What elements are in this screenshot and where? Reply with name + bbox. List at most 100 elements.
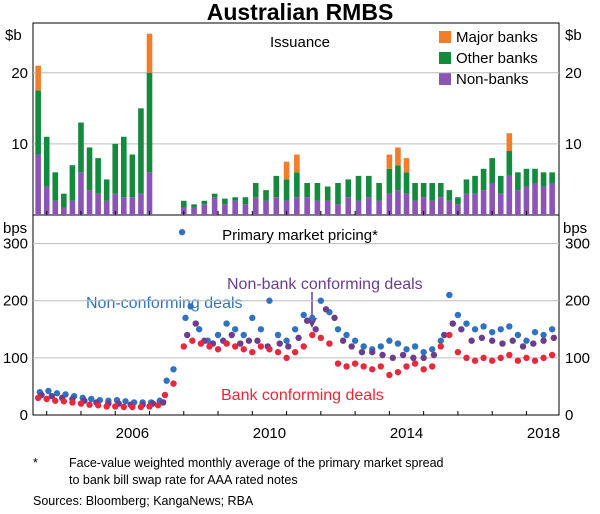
- bar-non-banks: [403, 193, 410, 215]
- bar-non-banks: [242, 204, 249, 215]
- bar-non-banks: [532, 183, 538, 215]
- bar-other-banks: [355, 175, 362, 201]
- point-bank-conforming: [240, 346, 247, 353]
- point-non-bank-conforming: [322, 306, 330, 313]
- point-non-bank-conforming: [160, 399, 167, 406]
- point-non-conforming: [240, 331, 247, 339]
- bar-non-banks: [294, 197, 300, 215]
- point-non-bank-conforming: [331, 314, 338, 322]
- bar-non-banks: [335, 204, 341, 215]
- bar-other-banks: [506, 151, 513, 176]
- bar-other-banks: [446, 190, 453, 201]
- issuance-panel-title: Issuance: [270, 34, 330, 51]
- bar-other-banks: [211, 193, 218, 198]
- point-bank-conforming: [463, 354, 470, 362]
- point-bank-conforming: [343, 363, 350, 370]
- bar-non-banks: [263, 200, 269, 215]
- point-non-conforming: [463, 320, 470, 327]
- point-non-conforming: [420, 348, 427, 356]
- point-bank-conforming: [197, 340, 205, 347]
- bar-major-banks: [283, 161, 290, 180]
- point-non-bank-conforming: [358, 348, 366, 356]
- issuance-y-ticks: 10 10 20 20: [11, 65, 581, 153]
- pricing-points: [34, 228, 558, 411]
- point-bank-conforming: [249, 348, 256, 356]
- bar-major-banks: [395, 147, 401, 166]
- bar-non-banks: [420, 197, 427, 215]
- pricing-y-tick-right: 300: [565, 236, 590, 253]
- point-bank-conforming: [206, 343, 213, 350]
- bar-major-banks: [403, 158, 410, 173]
- point-bank-conforming: [170, 380, 177, 387]
- point-bank-conforming: [540, 354, 547, 362]
- bar-non-banks: [355, 200, 362, 215]
- bar-non-banks: [304, 197, 310, 215]
- point-bank-conforming: [394, 368, 402, 376]
- bar-other-banks: [252, 183, 259, 198]
- point-non-bank-conforming: [530, 340, 537, 347]
- bar-other-banks: [191, 204, 197, 208]
- bar-other-banks: [95, 158, 101, 194]
- annotation-non-conforming: Non-conforming deals: [86, 295, 243, 312]
- issuance-y-tick-right: 20: [565, 65, 582, 82]
- point-non-bank-conforming: [245, 337, 253, 344]
- point-bank-conforming: [103, 403, 110, 410]
- point-non-bank-conforming: [254, 337, 261, 344]
- bar-non-banks: [78, 172, 84, 215]
- point-non-bank-conforming: [399, 351, 407, 359]
- bar-non-banks: [138, 193, 144, 215]
- point-non-bank-conforming: [420, 354, 427, 362]
- bar-other-banks: [304, 183, 310, 198]
- point-bank-conforming: [180, 343, 187, 350]
- bar-other-banks: [146, 72, 153, 173]
- point-non-conforming: [471, 326, 479, 333]
- pricing-y-tick-left: 100: [3, 350, 28, 367]
- point-bank-conforming: [34, 394, 42, 402]
- point-non-conforming: [257, 326, 265, 333]
- footnote-line-2: to bank bill swap rate for AAA rated not…: [69, 473, 298, 487]
- bar-other-banks: [180, 200, 187, 208]
- bar-non-banks: [35, 154, 41, 215]
- point-bank-conforming: [231, 343, 239, 350]
- point-bank-conforming: [334, 360, 342, 367]
- bar-non-banks: [222, 204, 228, 215]
- point-bank-conforming: [369, 366, 376, 373]
- bar-non-banks: [129, 197, 136, 215]
- pricing-y-unit-left: bps: [3, 220, 27, 237]
- bar-non-banks: [95, 193, 101, 215]
- bar-other-banks: [283, 179, 290, 201]
- point-bank-conforming: [189, 337, 196, 344]
- bar-other-banks: [386, 168, 393, 194]
- bar-other-banks: [78, 122, 84, 173]
- point-non-conforming: [523, 337, 530, 344]
- bar-non-banks: [121, 197, 127, 215]
- bar-other-banks: [232, 197, 238, 201]
- bar-non-banks: [429, 200, 436, 215]
- point-non-bank-conforming: [550, 334, 558, 342]
- bar-non-banks: [506, 175, 513, 215]
- pricing-gridlines: [33, 243, 559, 359]
- pricing-y-tick-right: 0: [565, 407, 573, 424]
- bar-other-banks: [376, 183, 382, 201]
- point-non-conforming: [386, 337, 393, 344]
- point-bank-conforming: [146, 403, 153, 410]
- point-non-conforming: [394, 340, 402, 347]
- x-axis-ticks: 2006 2010 2014 2018: [46, 211, 560, 442]
- point-bank-conforming: [283, 354, 290, 362]
- bar-other-banks: [222, 198, 228, 205]
- bar-other-banks: [314, 183, 321, 201]
- bar-non-banks: [540, 186, 547, 215]
- bar-other-banks: [549, 172, 555, 183]
- bar-non-banks: [43, 186, 50, 215]
- bar-non-banks: [376, 200, 382, 215]
- pricing-y-tick-right: 100: [565, 350, 590, 367]
- point-bank-conforming: [429, 363, 436, 370]
- point-bank-conforming: [60, 398, 68, 405]
- pricing-y-tick-left: 200: [3, 293, 28, 310]
- bar-other-banks: [455, 197, 461, 205]
- point-non-conforming: [214, 331, 222, 339]
- point-non-conforming: [429, 346, 436, 353]
- chart-title: Australian RMBS: [207, 0, 394, 25]
- point-non-conforming: [514, 331, 522, 339]
- point-bank-conforming: [257, 343, 265, 350]
